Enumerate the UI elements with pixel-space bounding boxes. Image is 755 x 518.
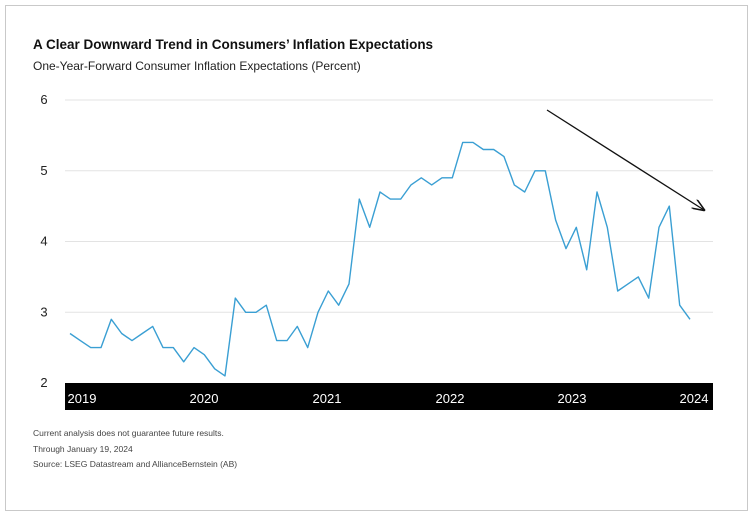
chart-frame bbox=[5, 5, 748, 511]
footnote-source: Source: LSEG Datastream and AllianceBern… bbox=[33, 459, 238, 469]
x-tick-label: 2024 bbox=[680, 391, 709, 406]
chart-subtitle: One-Year-Forward Consumer Inflation Expe… bbox=[33, 59, 361, 73]
x-axis-band bbox=[65, 383, 713, 410]
footnote-disclaimer: Current analysis does not guarantee futu… bbox=[33, 428, 224, 438]
y-tick-label: 6 bbox=[40, 92, 47, 107]
series-line bbox=[69, 141, 691, 377]
chart-title: A Clear Downward Trend in Consumers’ Inf… bbox=[33, 37, 434, 52]
x-tick-label: 2022 bbox=[436, 391, 465, 406]
trend-arrow-icon bbox=[546, 109, 704, 210]
y-tick-label: 2 bbox=[40, 375, 47, 390]
x-tick-label: 2020 bbox=[190, 391, 219, 406]
x-tick-label: 2019 bbox=[68, 391, 97, 406]
y-tick-label: 5 bbox=[40, 163, 47, 178]
footnote-date: Through January 19, 2024 bbox=[33, 444, 133, 454]
y-tick-label: 3 bbox=[40, 304, 47, 319]
x-tick-label: 2023 bbox=[558, 391, 587, 406]
y-tick-label: 4 bbox=[40, 234, 47, 249]
x-tick-label: 2021 bbox=[313, 391, 342, 406]
